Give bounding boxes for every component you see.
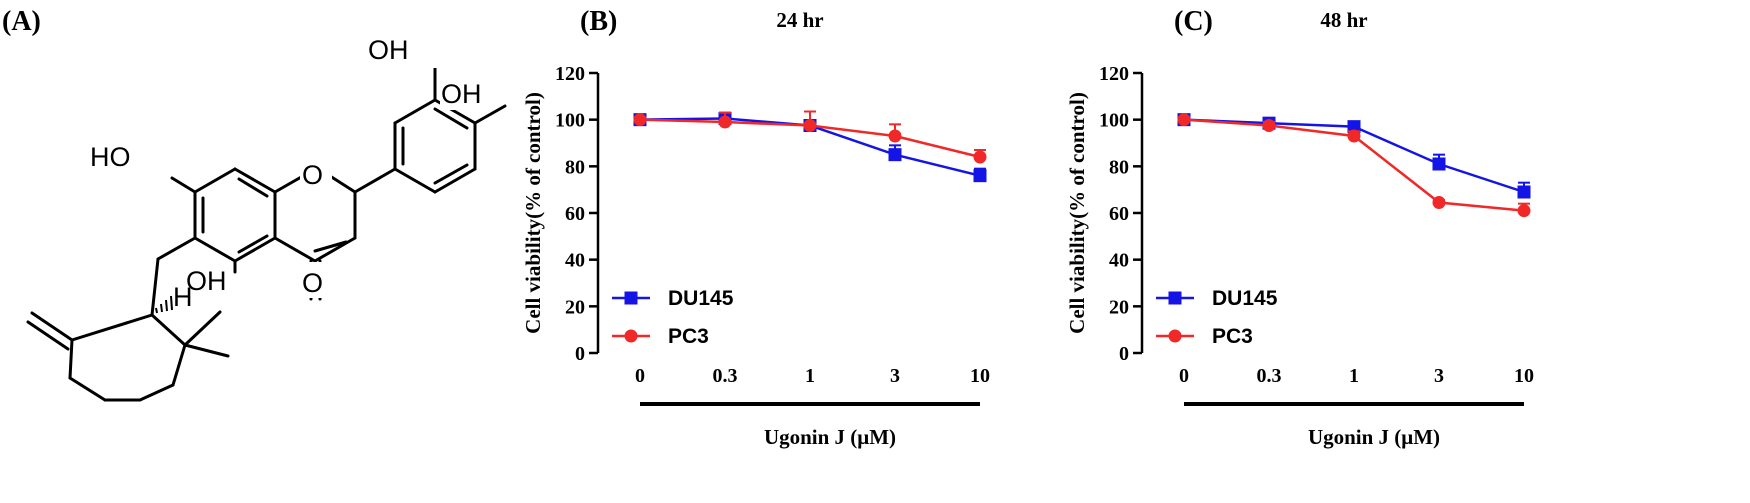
data-point-circle xyxy=(1347,129,1361,143)
label-bg xyxy=(440,80,484,110)
data-point-circle xyxy=(1262,119,1276,132)
x-axis-label: Ugonin J (μM) xyxy=(1308,425,1440,449)
x-tick-label: 0 xyxy=(635,365,645,387)
atom-ring-oxygen: O xyxy=(302,160,323,190)
x-tick-label: 1 xyxy=(805,365,815,387)
x-tick-label: 0.3 xyxy=(1257,365,1282,387)
y-tick-label: 20 xyxy=(1109,296,1129,318)
data-point-circle xyxy=(633,113,647,127)
series-pc3 xyxy=(633,110,987,164)
x-axis-label: Ugonin J (μM) xyxy=(764,425,896,449)
panel-label-a: (A) xyxy=(2,6,41,37)
x-tick-label: 0.3 xyxy=(713,365,738,387)
data-point-square xyxy=(888,148,902,162)
legend-label: PC3 xyxy=(1212,325,1253,348)
y-tick-label: 40 xyxy=(565,250,585,272)
series-du145 xyxy=(1177,113,1531,199)
data-point-square xyxy=(1347,120,1361,134)
structure-bonds xyxy=(26,63,507,402)
chemical-structure: OH OH HO OH O O H xyxy=(26,33,507,402)
x-tick-label: 10 xyxy=(970,365,990,387)
legend-label: DU145 xyxy=(668,287,734,310)
atom-oh-top: OH xyxy=(368,35,409,65)
y-tick-label: 80 xyxy=(565,156,585,178)
y-tick-label: 120 xyxy=(555,63,585,85)
x-tick-label: 0 xyxy=(1179,365,1189,387)
data-point-square xyxy=(973,169,987,183)
atom-carbonyl-oxygen: O xyxy=(302,268,323,298)
legend-marker-square xyxy=(624,291,638,305)
legend-marker-circle xyxy=(1168,329,1182,343)
atom-oh-right: OH xyxy=(441,79,482,109)
y-axis-label: Cell viability(% of control) xyxy=(1065,92,1089,334)
x-tick-label: 3 xyxy=(890,365,900,387)
data-point-square xyxy=(1517,185,1531,199)
label-bg xyxy=(185,260,231,290)
atom-stereo-h: H xyxy=(173,282,193,312)
data-point-circle xyxy=(1432,196,1446,209)
data-point-circle xyxy=(973,150,987,164)
panel-label-b: (B) xyxy=(580,6,617,37)
y-tick-label: 20 xyxy=(565,296,585,318)
data-point-circle xyxy=(803,119,817,132)
y-tick-label: 60 xyxy=(565,203,585,225)
label-bg xyxy=(300,262,328,298)
x-tick-label: 10 xyxy=(1514,365,1534,387)
atom-ho-left: HO xyxy=(90,142,131,172)
data-point-square xyxy=(1432,157,1446,171)
atom-oh-bottom: OH xyxy=(186,266,227,296)
legend-label: PC3 xyxy=(668,325,709,348)
chart-title: 24 hr xyxy=(776,8,823,32)
label-bg xyxy=(300,160,332,190)
y-tick-label: 100 xyxy=(555,110,585,132)
legend-marker-circle xyxy=(624,329,638,343)
y-tick-label: 100 xyxy=(1099,110,1129,132)
label-bg xyxy=(418,38,452,68)
data-point-circle xyxy=(718,115,732,129)
stereo-hash-bond xyxy=(155,295,173,314)
x-tick-label: 1 xyxy=(1349,365,1359,387)
label-bg xyxy=(368,33,408,63)
x-tick-label: 3 xyxy=(1434,365,1444,387)
legend-marker-square xyxy=(1168,291,1182,305)
data-point-circle xyxy=(888,129,902,143)
y-tick-label: 0 xyxy=(575,343,585,365)
chart-title: 48 hr xyxy=(1320,8,1367,32)
data-point-circle xyxy=(1517,204,1531,218)
data-point-circle xyxy=(1177,113,1191,127)
y-tick-label: 120 xyxy=(1099,63,1129,85)
series-pc3 xyxy=(1177,113,1531,218)
y-tick-label: 40 xyxy=(1109,250,1129,272)
legend-label: DU145 xyxy=(1212,287,1278,310)
y-tick-label: 80 xyxy=(1109,156,1129,178)
y-axis-label: Cell viability(% of control) xyxy=(521,92,545,334)
y-tick-label: 60 xyxy=(1109,203,1129,225)
y-tick-label: 0 xyxy=(1119,343,1129,365)
panel-label-c: (C) xyxy=(1174,6,1213,37)
